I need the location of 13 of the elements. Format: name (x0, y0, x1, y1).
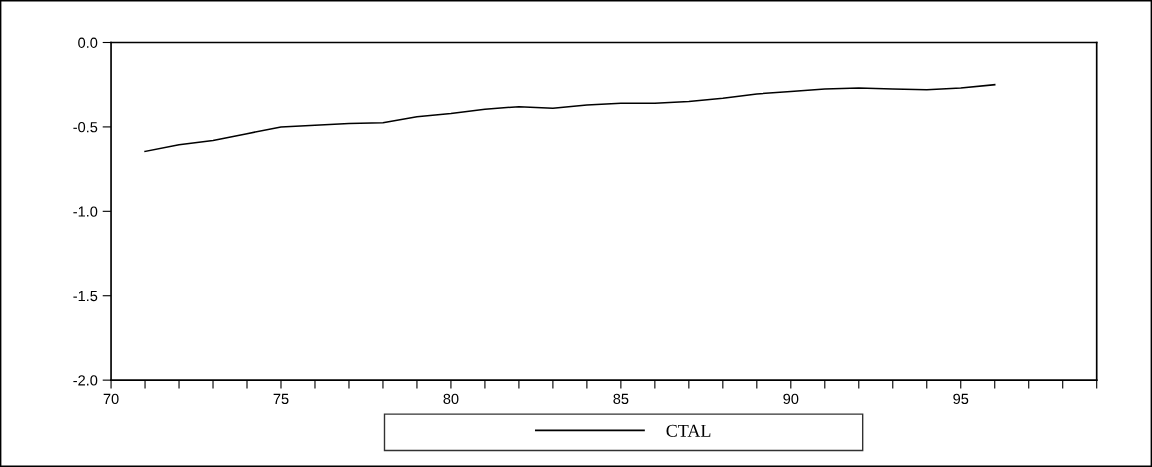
x-tick-label: 80 (443, 393, 459, 405)
y-tick-label: -1.0 (73, 206, 98, 217)
y-tick-label: -0.5 (73, 122, 98, 133)
x-tick-label: 70 (103, 393, 119, 405)
text: CTAL (666, 424, 711, 437)
line-series (144, 83, 996, 153)
y-tick-label: -1.5 (73, 290, 98, 302)
x-tick-label: 75 (273, 393, 289, 405)
x-tick-label: 85 (613, 393, 629, 405)
x-tick-label: 95 (953, 393, 969, 405)
y-tick-label: -2.0 (73, 375, 98, 386)
y-tick-label: 0.0 (78, 37, 98, 48)
x-tick-label: 90 (783, 393, 799, 405)
